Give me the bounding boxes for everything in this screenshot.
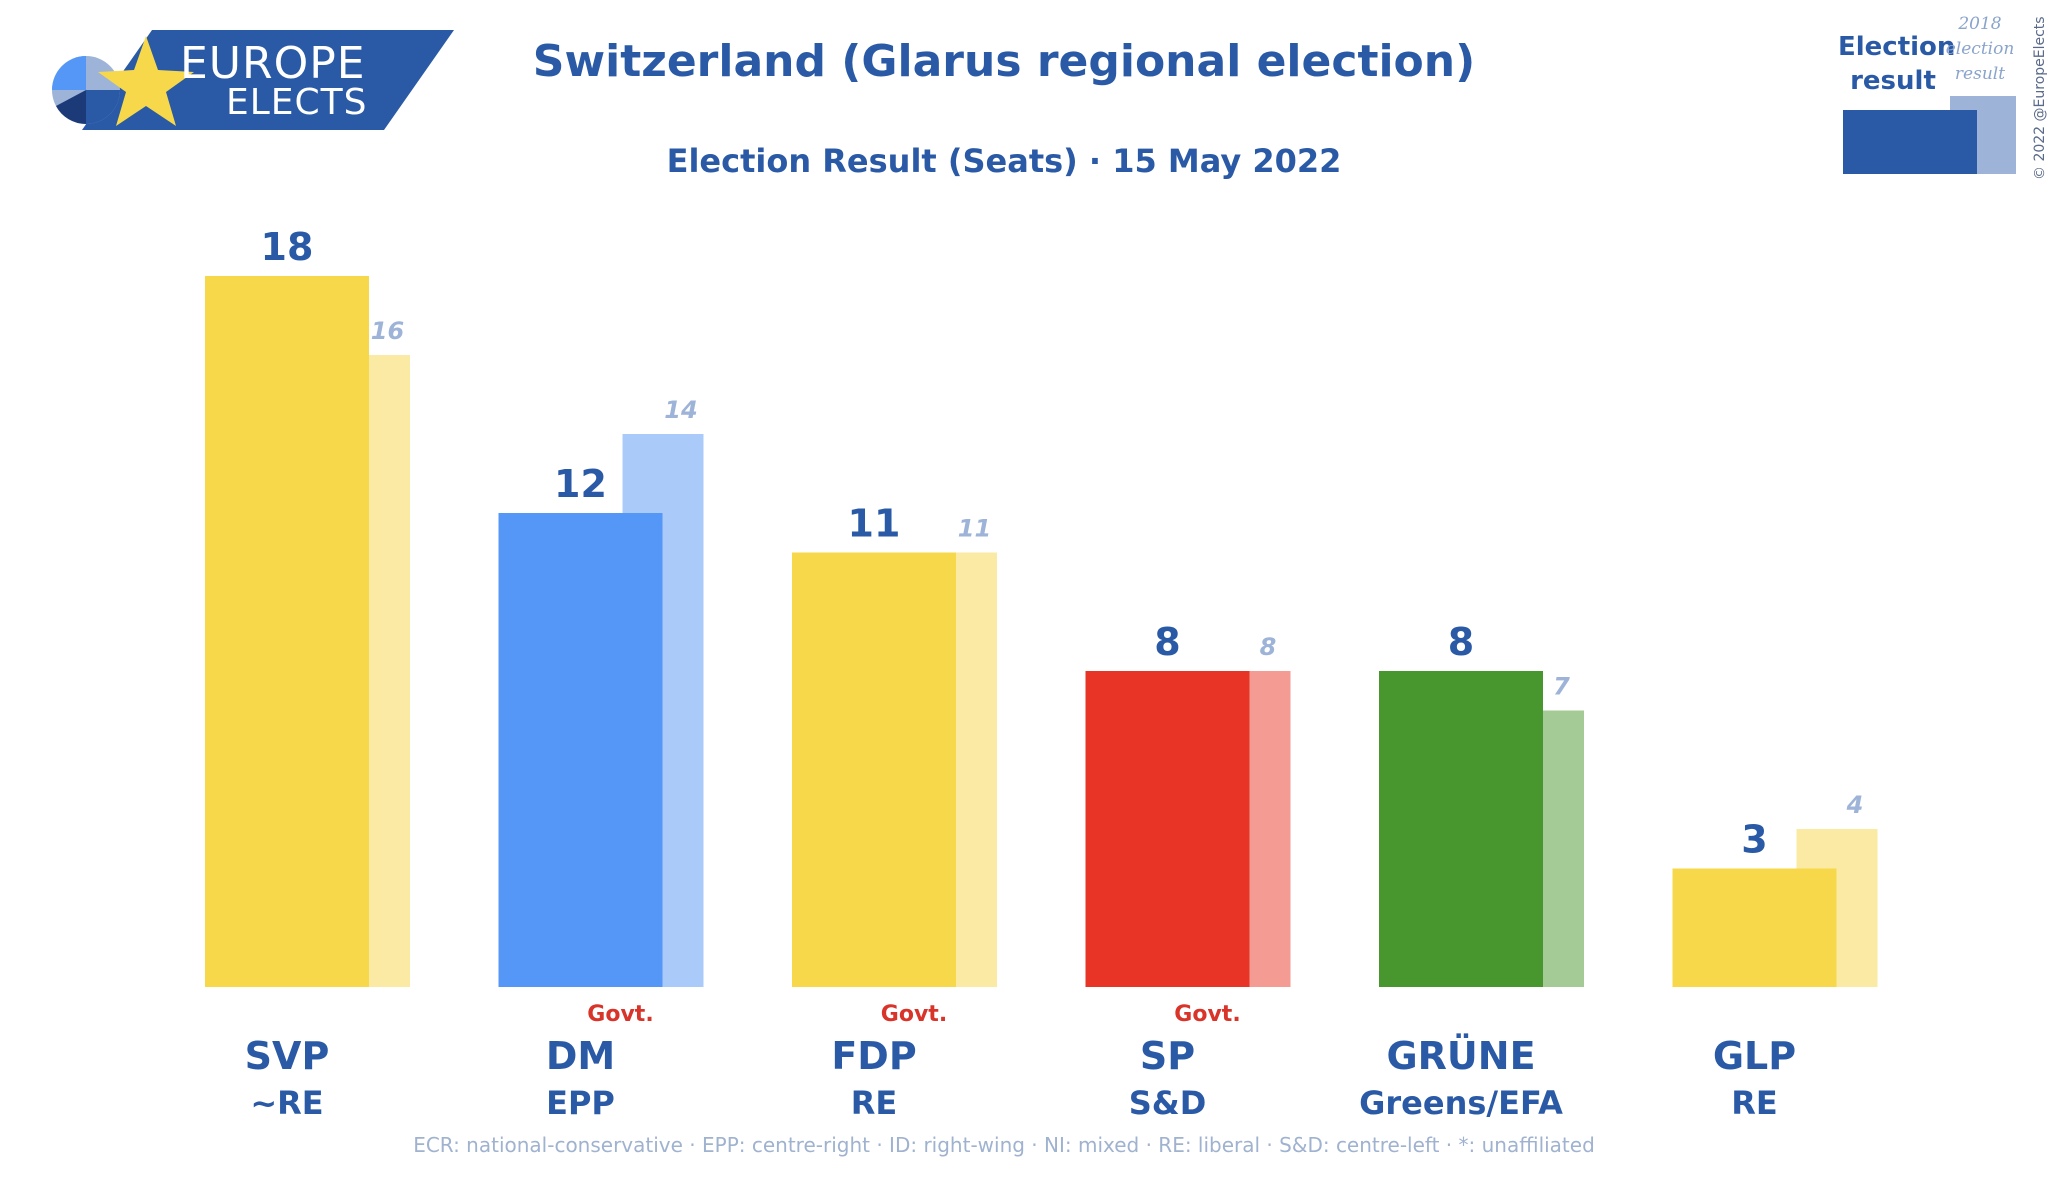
- group-label-glp: RE: [1731, 1084, 1778, 1122]
- bar-2022-sp: [1085, 671, 1250, 987]
- value-label-fdp: 11: [848, 502, 901, 546]
- group-label-sp: S&D: [1129, 1084, 1207, 1122]
- value-label-dm: 12: [554, 462, 607, 506]
- group-label-fdp: RE: [851, 1084, 898, 1122]
- europe-elects-logo: [52, 30, 454, 130]
- party-label-fdp: FDP: [831, 1034, 916, 1078]
- group-label-grüne: Greens/EFA: [1359, 1084, 1563, 1122]
- bar-2022-svp: [205, 276, 369, 987]
- party-label-glp: GLP: [1713, 1034, 1796, 1078]
- prev-value-label-fdp: 11: [958, 515, 991, 543]
- party-label-dm: DM: [546, 1034, 615, 1078]
- prev-value-label-glp: 4: [1846, 791, 1864, 819]
- footnote-legend: ECR: national-conservative · EPP: centre…: [413, 1133, 1595, 1157]
- govt-label-fdp: Govt.: [881, 1002, 947, 1027]
- bar-2022-dm: [498, 513, 663, 987]
- party-label-svp: SVP: [245, 1034, 330, 1078]
- value-label-glp: 3: [1741, 818, 1767, 862]
- value-label-sp: 8: [1154, 620, 1180, 664]
- chart-subtitle: Election Result (Seats) · 15 May 2022: [666, 142, 1342, 180]
- prev-value-label-sp: 8: [1260, 633, 1277, 661]
- prev-value-label-svp: 16: [371, 317, 404, 345]
- group-label-svp: ~RE: [250, 1084, 323, 1122]
- legend-previous-label: 2018 election result: [1945, 14, 2015, 84]
- prev-value-label-dm: 14: [664, 396, 697, 424]
- value-label-grüne: 8: [1448, 620, 1474, 664]
- chart-title: Switzerland (Glarus regional election): [532, 36, 1476, 87]
- prev-value-label-grüne: 7: [1553, 673, 1570, 701]
- logo-text-europe: EUROPE: [180, 38, 366, 89]
- party-label-sp: SP: [1140, 1034, 1195, 1078]
- bar-2022-fdp: [792, 552, 956, 987]
- party-label-grüne: GRÜNE: [1386, 1034, 1535, 1078]
- value-label-svp: 18: [261, 225, 314, 269]
- legend-current-label: Election result: [1838, 32, 1956, 96]
- logo-text-elects: ELECTS: [226, 82, 368, 123]
- govt-label-sp: Govt.: [1174, 1002, 1240, 1027]
- group-label-dm: EPP: [546, 1084, 615, 1122]
- bar-2022-grüne: [1379, 671, 1543, 987]
- govt-label-dm: Govt.: [587, 1002, 653, 1027]
- legend-current-swatch: [1843, 110, 1977, 174]
- bar-2022-glp: [1672, 868, 1837, 987]
